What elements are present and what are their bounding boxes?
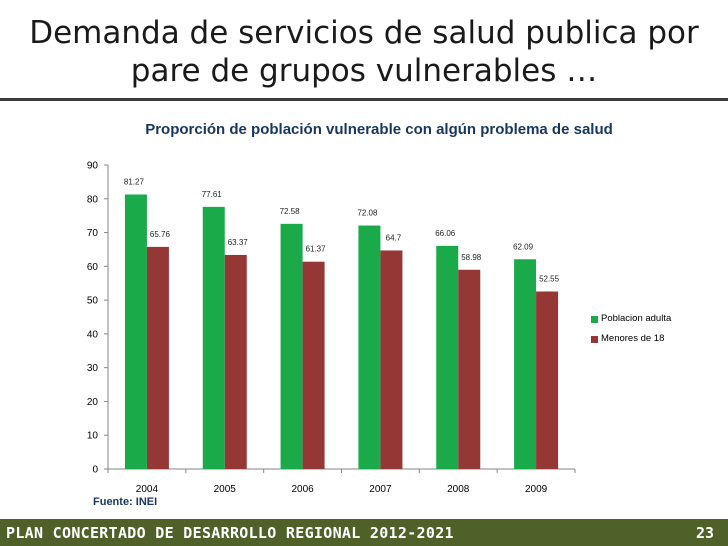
data-label: 63.37 <box>228 238 249 247</box>
y-tick-label: 90 <box>87 161 99 172</box>
data-label: 72.08 <box>357 209 378 218</box>
bar-poblacion-adulta <box>280 223 303 469</box>
legend-swatch-poblacion-adulta <box>591 316 598 323</box>
legend-swatch-menores-de-18 <box>591 336 598 343</box>
bar-menores-de-18 <box>302 261 325 469</box>
footer-text: PLAN CONCERTADO DE DESARROLLO REGIONAL 2… <box>6 524 454 542</box>
data-label: 52.55 <box>539 274 560 283</box>
title-divider <box>0 98 728 101</box>
data-label: 81.27 <box>124 177 145 186</box>
x-tick-label: 2009 <box>525 484 548 495</box>
data-label: 58.98 <box>461 253 482 262</box>
x-tick-label: 2008 <box>447 484 470 495</box>
bar-poblacion-adulta <box>124 194 147 469</box>
slide-title-line1: Demanda de servicios de salud publica po… <box>29 15 699 51</box>
data-label: 77.61 <box>202 190 223 199</box>
x-tick-label: 2006 <box>291 484 314 495</box>
slide-title: Demanda de servicios de salud publica po… <box>20 14 708 90</box>
page-number: 23 <box>695 524 714 542</box>
bar-poblacion-adulta <box>358 225 381 469</box>
x-tick-label: 2004 <box>136 484 159 495</box>
data-label: 62.09 <box>513 242 534 251</box>
y-tick-label: 0 <box>92 465 98 476</box>
bar-poblacion-adulta <box>202 206 225 470</box>
y-tick-label: 60 <box>87 262 99 273</box>
data-label: 64.7 <box>386 233 402 242</box>
bar-menores-de-18 <box>458 269 481 469</box>
bar-menores-de-18 <box>536 291 559 469</box>
y-tick-label: 40 <box>87 329 99 340</box>
bar-menores-de-18 <box>224 254 247 469</box>
bar-menores-de-18 <box>380 250 403 469</box>
data-label: 72.58 <box>280 207 301 216</box>
data-label: 65.76 <box>150 230 171 239</box>
y-tick-label: 50 <box>87 296 99 307</box>
y-tick-label: 10 <box>87 431 99 442</box>
slide-title-line2: pare de grupos vulnerables … <box>130 53 598 89</box>
y-tick-label: 70 <box>87 228 99 239</box>
y-tick-label: 80 <box>87 194 99 205</box>
x-tick-label: 2005 <box>214 484 237 495</box>
legend-label-menores-de-18: Menores de 18 <box>601 333 665 344</box>
x-tick-label: 2007 <box>369 484 392 495</box>
data-label: 61.37 <box>306 245 327 254</box>
bar-menores-de-18 <box>146 246 169 469</box>
source-note: Fuente: INEI <box>93 496 158 508</box>
footer-bar: PLAN CONCERTADO DE DESARROLLO REGIONAL 2… <box>0 519 728 546</box>
y-tick-label: 20 <box>87 397 99 408</box>
bar-poblacion-adulta <box>436 245 459 469</box>
y-tick-label: 30 <box>87 363 99 374</box>
bar-poblacion-adulta <box>514 259 537 469</box>
data-label: 66.06 <box>435 229 456 238</box>
legend-label-poblacion-adulta: Poblacion adulta <box>601 313 672 324</box>
chart-title: Proporción de población vulnerable con a… <box>145 121 613 138</box>
